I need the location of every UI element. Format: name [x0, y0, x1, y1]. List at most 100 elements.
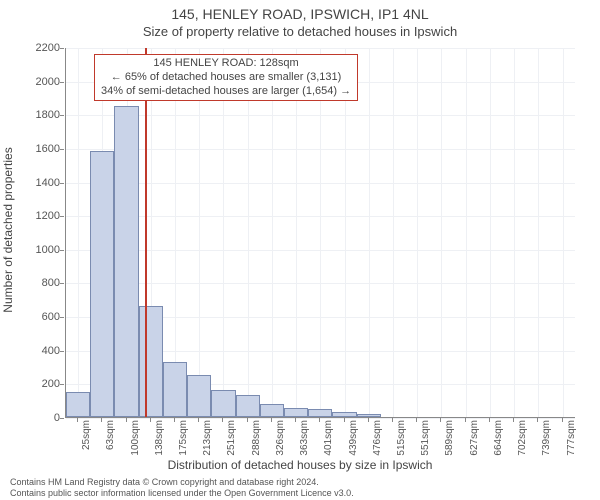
gridline-v: [490, 48, 491, 417]
y-tick-label: 200: [12, 378, 60, 390]
x-tick-mark: [319, 418, 320, 422]
property-marker-line: [145, 48, 147, 417]
annotation-line1: 145 HENLEY ROAD: 128sqm: [101, 57, 351, 71]
gridline-h: [66, 418, 575, 419]
y-tick-label: 1800: [12, 109, 60, 121]
gridline-v: [417, 48, 418, 417]
y-tick-mark: [60, 283, 64, 284]
gridline-v: [248, 48, 249, 417]
annotation-line2: ← 65% of detached houses are smaller (3,…: [101, 71, 351, 85]
x-tick-label: 213sqm: [202, 420, 213, 456]
x-tick-mark: [77, 418, 78, 422]
chart-container: 145, HENLEY ROAD, IPSWICH, IP1 4NL Size …: [0, 0, 600, 500]
y-tick-mark: [60, 183, 64, 184]
x-tick-label: 739sqm: [541, 420, 552, 456]
x-tick-label: 288sqm: [251, 420, 262, 456]
x-tick-mark: [513, 418, 514, 422]
y-tick-label: 1400: [12, 177, 60, 189]
y-tick-label: 0: [12, 412, 60, 424]
x-tick-label: 138sqm: [154, 420, 165, 456]
histogram-bar: [163, 362, 187, 418]
x-tick-label: 664sqm: [493, 420, 504, 456]
y-tick-mark: [60, 216, 64, 217]
x-tick-label: 551sqm: [420, 420, 431, 456]
histogram-bar: [260, 404, 284, 417]
y-tick-mark: [60, 149, 64, 150]
y-tick-label: 2000: [12, 76, 60, 88]
x-tick-mark: [416, 418, 417, 422]
x-tick-mark: [150, 418, 151, 422]
histogram-bar: [236, 395, 260, 417]
x-tick-label: 175sqm: [178, 420, 189, 456]
gridline-v: [296, 48, 297, 417]
x-tick-label: 251sqm: [226, 420, 237, 456]
x-tick-mark: [198, 418, 199, 422]
histogram-bar: [139, 306, 163, 417]
gridline-v: [466, 48, 467, 417]
x-tick-mark: [271, 418, 272, 422]
x-tick-label: 25sqm: [81, 420, 92, 450]
annotation-box: 145 HENLEY ROAD: 128sqm ← 65% of detache…: [94, 54, 358, 101]
gridline-v: [223, 48, 224, 417]
chart-title-sub: Size of property relative to detached ho…: [0, 24, 600, 39]
license-text: Contains HM Land Registry data © Crown c…: [10, 477, 590, 498]
x-tick-mark: [562, 418, 563, 422]
x-tick-mark: [465, 418, 466, 422]
x-tick-label: 401sqm: [323, 420, 334, 456]
x-tick-label: 100sqm: [130, 420, 141, 456]
y-tick-mark: [60, 384, 64, 385]
x-tick-mark: [126, 418, 127, 422]
x-tick-label: 476sqm: [372, 420, 383, 456]
histogram-bar: [284, 408, 308, 417]
y-tick-label: 2200: [12, 42, 60, 54]
y-tick-label: 800: [12, 277, 60, 289]
x-tick-label: 363sqm: [299, 420, 310, 456]
gridline-v: [393, 48, 394, 417]
x-tick-mark: [489, 418, 490, 422]
y-tick-mark: [60, 418, 64, 419]
histogram-bar: [211, 390, 235, 417]
gridline-v: [78, 48, 79, 417]
annotation-line3: 34% of semi-detached houses are larger (…: [101, 85, 351, 99]
x-tick-label: 777sqm: [566, 420, 577, 456]
x-tick-mark: [440, 418, 441, 422]
gridline-v: [345, 48, 346, 417]
gridline-v: [199, 48, 200, 417]
x-tick-mark: [368, 418, 369, 422]
y-tick-label: 600: [12, 311, 60, 323]
x-tick-label: 63sqm: [105, 420, 116, 450]
histogram-bar: [187, 375, 211, 417]
x-tick-mark: [392, 418, 393, 422]
x-tick-label: 439sqm: [348, 420, 359, 456]
y-tick-label: 1600: [12, 143, 60, 155]
y-tick-label: 400: [12, 345, 60, 357]
histogram-bar: [332, 412, 356, 417]
histogram-bar: [90, 151, 114, 417]
y-tick-mark: [60, 115, 64, 116]
x-tick-mark: [295, 418, 296, 422]
gridline-v: [514, 48, 515, 417]
x-tick-mark: [344, 418, 345, 422]
gridline-v: [369, 48, 370, 417]
x-tick-label: 702sqm: [517, 420, 528, 456]
x-tick-label: 515sqm: [396, 420, 407, 456]
y-tick-mark: [60, 317, 64, 318]
histogram-bar: [114, 106, 138, 417]
plot-area: 145 HENLEY ROAD: 128sqm ← 65% of detache…: [65, 48, 575, 418]
histogram-bar: [357, 414, 381, 417]
gridline-v: [563, 48, 564, 417]
y-tick-mark: [60, 48, 64, 49]
y-tick-label: 1000: [12, 244, 60, 256]
x-tick-mark: [174, 418, 175, 422]
x-tick-label: 627sqm: [469, 420, 480, 456]
license-line2: Contains public sector information licen…: [10, 488, 590, 498]
gridline-v: [441, 48, 442, 417]
x-axis-label: Distribution of detached houses by size …: [0, 458, 600, 472]
x-tick-mark: [222, 418, 223, 422]
y-tick-mark: [60, 82, 64, 83]
gridline-v: [320, 48, 321, 417]
x-tick-mark: [537, 418, 538, 422]
histogram-bar: [66, 392, 90, 417]
y-tick-mark: [60, 250, 64, 251]
y-tick-label: 1200: [12, 210, 60, 222]
